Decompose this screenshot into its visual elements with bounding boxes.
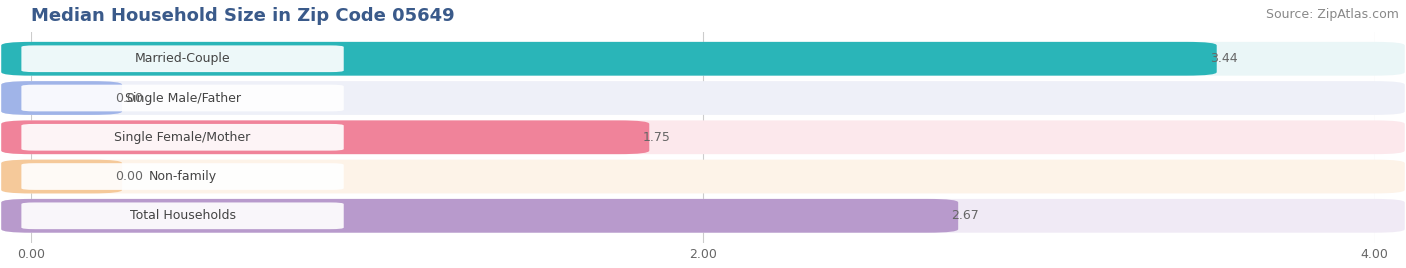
- FancyBboxPatch shape: [21, 85, 343, 111]
- Text: 3.44: 3.44: [1211, 52, 1237, 65]
- Text: 2.67: 2.67: [952, 209, 979, 222]
- Text: Total Households: Total Households: [129, 209, 236, 222]
- Text: Median Household Size in Zip Code 05649: Median Household Size in Zip Code 05649: [31, 7, 456, 25]
- Text: Single Male/Father: Single Male/Father: [125, 91, 240, 105]
- FancyBboxPatch shape: [1, 81, 1405, 115]
- FancyBboxPatch shape: [21, 202, 343, 229]
- FancyBboxPatch shape: [21, 45, 343, 72]
- Text: 0.00: 0.00: [115, 91, 143, 105]
- Text: 0.00: 0.00: [115, 170, 143, 183]
- FancyBboxPatch shape: [1, 199, 957, 233]
- FancyBboxPatch shape: [1, 160, 1405, 193]
- Text: Married-Couple: Married-Couple: [135, 52, 231, 65]
- Text: Non-family: Non-family: [149, 170, 217, 183]
- FancyBboxPatch shape: [1, 42, 1405, 76]
- FancyBboxPatch shape: [1, 42, 1216, 76]
- FancyBboxPatch shape: [1, 160, 122, 193]
- FancyBboxPatch shape: [1, 120, 1405, 154]
- FancyBboxPatch shape: [21, 163, 343, 190]
- FancyBboxPatch shape: [21, 124, 343, 151]
- Text: Source: ZipAtlas.com: Source: ZipAtlas.com: [1265, 8, 1399, 21]
- Text: 1.75: 1.75: [643, 131, 671, 144]
- FancyBboxPatch shape: [1, 120, 650, 154]
- FancyBboxPatch shape: [1, 81, 122, 115]
- Text: Single Female/Mother: Single Female/Mother: [114, 131, 250, 144]
- FancyBboxPatch shape: [1, 199, 1405, 233]
